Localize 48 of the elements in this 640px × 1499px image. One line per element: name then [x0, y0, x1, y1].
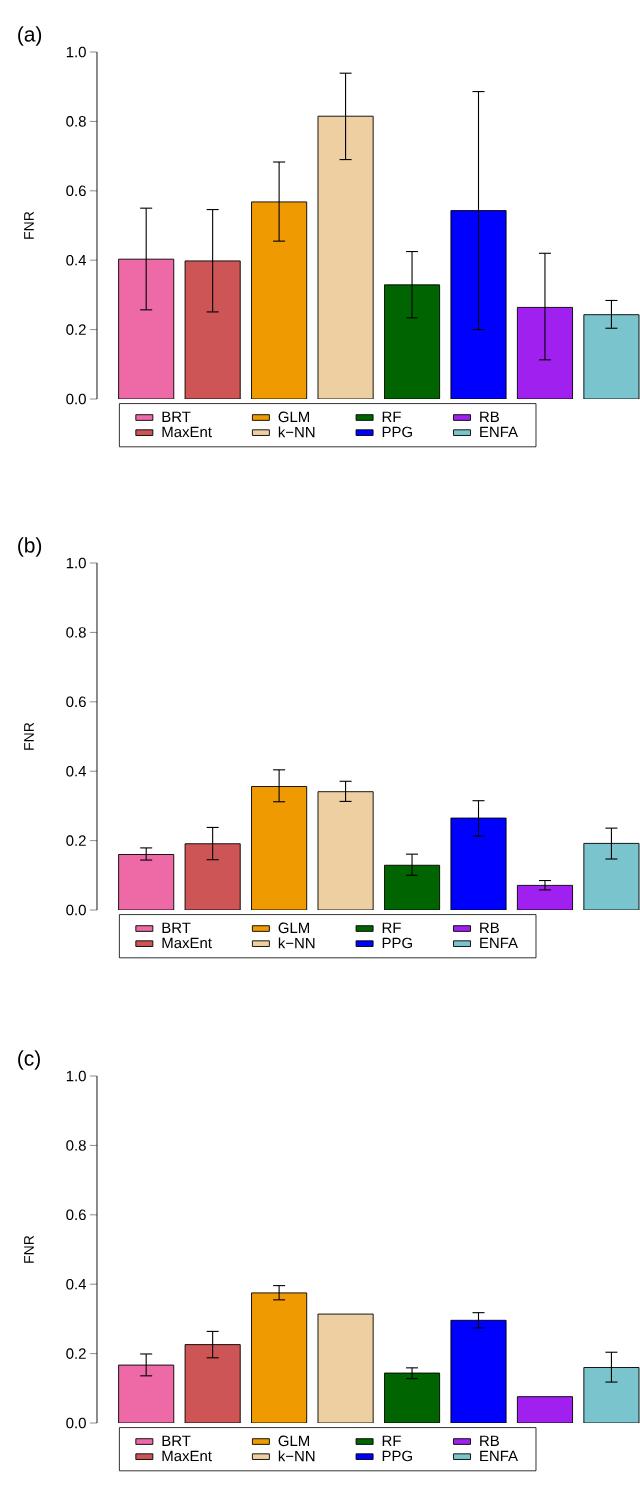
legend-label: PPG: [382, 1450, 412, 1462]
y-tick-label: 0.6: [66, 185, 86, 197]
y-tick-label: 0.8: [66, 116, 86, 127]
y-tick-label: 1.0: [66, 1070, 86, 1082]
y-tick-label: 0.4: [66, 765, 87, 777]
y-tick-label: 0.2: [66, 324, 86, 335]
legend-label: MaxEnt: [162, 1450, 212, 1462]
legend-label: BRT: [162, 1435, 191, 1446]
y-tick-label: 0.2: [66, 1348, 86, 1359]
legend-label: BRT: [162, 411, 191, 422]
legend-label: RF: [382, 1435, 401, 1446]
chart-title: (c): [18, 1050, 40, 1070]
chart-title: (b): [18, 537, 42, 557]
legend-label: MaxEnt: [162, 937, 212, 949]
legend-label: RB: [480, 1435, 499, 1446]
legend-label: MaxEnt: [162, 426, 212, 438]
y-tick-label: 0.2: [66, 835, 86, 846]
legend-label: RF: [382, 922, 401, 933]
y-tick-label: 0.6: [66, 1209, 86, 1221]
legend-label: GLM: [278, 411, 309, 423]
y-axis-title: FNR: [24, 211, 34, 239]
legend-label: ENFA: [480, 426, 518, 438]
legend-label: ENFA: [480, 937, 518, 949]
legend-label: GLM: [278, 922, 309, 934]
y-tick-label: 0.0: [66, 904, 86, 916]
y-axis-title: FNR: [24, 1235, 34, 1263]
y-tick-label: 1.0: [66, 557, 86, 569]
legend-label: k−NN: [278, 426, 315, 438]
legend-label: BRT: [162, 922, 191, 933]
legend-label: PPG: [382, 426, 412, 438]
y-tick-label: 0.4: [66, 254, 87, 266]
y-tick-label: 0.0: [66, 1417, 86, 1429]
y-tick-label: 1.0: [66, 46, 86, 58]
y-tick-label: 0.0: [66, 393, 86, 405]
legend-label: PPG: [382, 937, 412, 949]
y-tick-label: 0.4: [66, 1278, 87, 1290]
legend-label: GLM: [278, 1435, 309, 1447]
legend-label: RB: [480, 922, 499, 933]
legend-label: k−NN: [278, 1450, 315, 1462]
legend-label: k−NN: [278, 937, 315, 949]
y-tick-label: 0.6: [66, 696, 86, 708]
legend-label: RF: [382, 411, 401, 422]
y-tick-label: 0.8: [66, 1140, 86, 1151]
chart-title: (a): [18, 26, 42, 46]
legend-label: RB: [480, 411, 499, 422]
y-axis-title: FNR: [24, 722, 34, 750]
y-tick-label: 0.8: [66, 627, 86, 638]
legend-label: ENFA: [480, 1450, 518, 1462]
